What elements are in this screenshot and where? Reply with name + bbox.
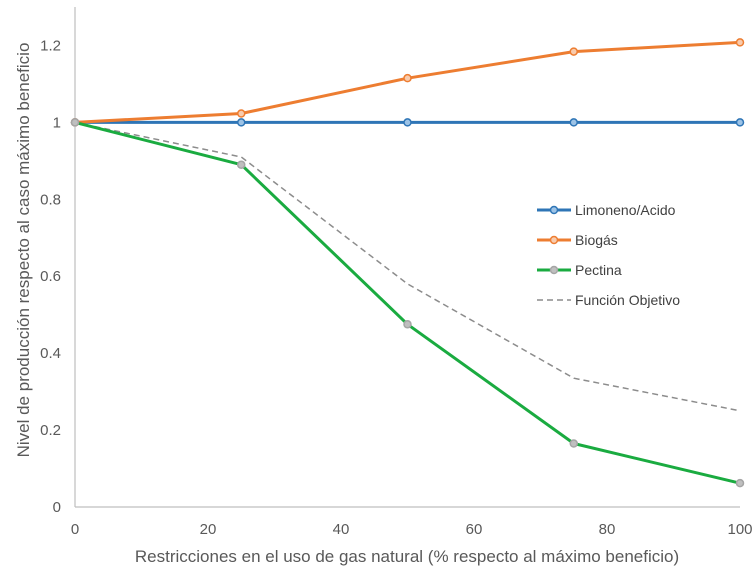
data-point [735,478,745,488]
axes [74,7,740,508]
x-tick-label: 0 [71,521,79,538]
x-tick-label: 100 [727,521,752,538]
legend-marker [549,235,559,245]
data-point [70,118,80,127]
legend-marker [549,205,559,215]
series-lines [74,40,741,485]
y-tick-label: 0.8 [40,191,61,208]
x-tick-label: 40 [333,521,350,538]
y-tick-label: 0 [53,499,61,516]
legend: Limoneno/Acido Biogás Pectina Función Objet… [537,202,680,308]
data-point [403,118,412,127]
legend-label: Limoneno/Acido [575,202,676,218]
y-axis-title: Nivel de producción respecto al caso máx… [14,43,33,458]
data-point [569,439,578,448]
x-tick-label: 60 [466,521,483,538]
data-point [569,118,578,127]
legend-label: Pectina [575,262,622,278]
legend-label: Biogás [575,232,618,248]
y-tick-label: 0.6 [40,268,61,285]
tick-labels: 0 20 40 60 80 100 0 0.2 0.4 0.6 0.8 1 1.2 [40,37,752,538]
data-point [403,320,412,329]
data-point [237,160,246,169]
data-point [735,38,745,47]
series-markers [70,38,745,488]
x-tick-label: 80 [599,521,616,538]
data-point [735,118,745,127]
data-point [569,47,578,56]
series-line [74,121,741,412]
y-tick-label: 1.2 [40,37,61,54]
data-point [237,109,246,118]
legend-marker [549,265,559,275]
y-tick-label: 0.2 [40,422,61,439]
legend-label: Función Objetivo [575,292,680,308]
y-tick-label: 1 [53,114,61,131]
data-point [403,73,412,83]
data-point [237,118,246,127]
x-tick-label: 20 [200,521,217,538]
y-tick-label: 0.4 [40,345,61,362]
x-axis-title: Restricciones en el uso de gas natural (… [135,547,679,566]
